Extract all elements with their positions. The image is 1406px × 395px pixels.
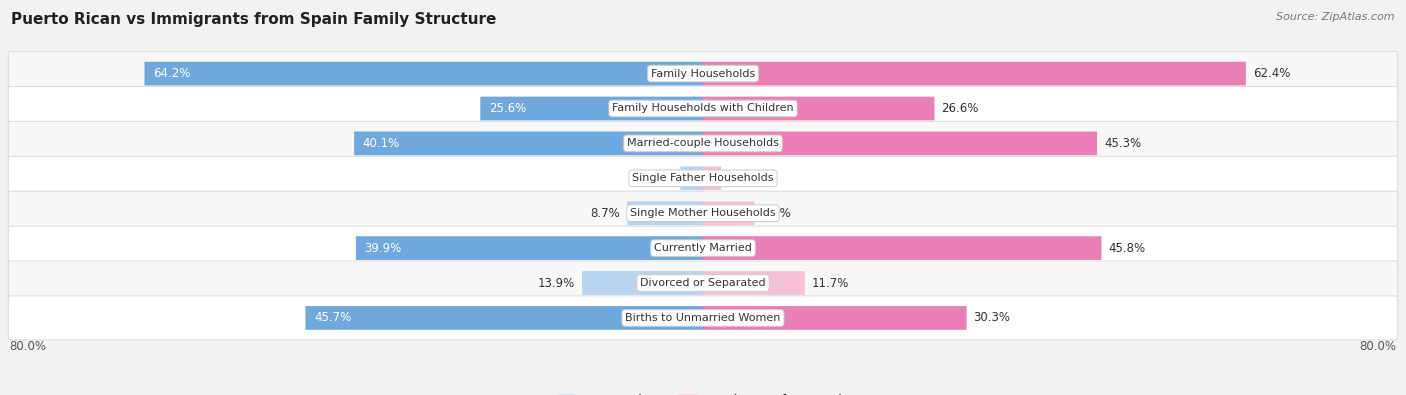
FancyBboxPatch shape — [8, 121, 1398, 166]
Text: Divorced or Separated: Divorced or Separated — [640, 278, 766, 288]
FancyBboxPatch shape — [8, 226, 1398, 270]
Text: 30.3%: 30.3% — [973, 311, 1011, 324]
Text: 45.8%: 45.8% — [1108, 242, 1146, 255]
Text: Family Households with Children: Family Households with Children — [612, 103, 794, 113]
FancyBboxPatch shape — [703, 97, 935, 120]
Text: Single Father Households: Single Father Households — [633, 173, 773, 183]
Text: 45.3%: 45.3% — [1104, 137, 1142, 150]
FancyBboxPatch shape — [481, 97, 703, 120]
FancyBboxPatch shape — [703, 62, 1246, 85]
Text: Births to Unmarried Women: Births to Unmarried Women — [626, 313, 780, 323]
FancyBboxPatch shape — [8, 52, 1398, 96]
Text: Source: ZipAtlas.com: Source: ZipAtlas.com — [1277, 12, 1395, 22]
FancyBboxPatch shape — [8, 87, 1398, 130]
FancyBboxPatch shape — [582, 271, 703, 295]
FancyBboxPatch shape — [703, 132, 1097, 155]
FancyBboxPatch shape — [356, 236, 703, 260]
FancyBboxPatch shape — [703, 166, 721, 190]
Text: 39.9%: 39.9% — [364, 242, 402, 255]
Text: 5.9%: 5.9% — [761, 207, 792, 220]
FancyBboxPatch shape — [703, 271, 804, 295]
FancyBboxPatch shape — [703, 201, 755, 225]
FancyBboxPatch shape — [8, 156, 1398, 200]
Text: 45.7%: 45.7% — [314, 311, 352, 324]
Text: Married-couple Households: Married-couple Households — [627, 138, 779, 149]
Text: 64.2%: 64.2% — [153, 67, 191, 80]
Text: Puerto Rican vs Immigrants from Spain Family Structure: Puerto Rican vs Immigrants from Spain Fa… — [11, 12, 496, 27]
Text: Family Households: Family Households — [651, 69, 755, 79]
Text: 80.0%: 80.0% — [1360, 340, 1396, 353]
Text: 40.1%: 40.1% — [363, 137, 401, 150]
FancyBboxPatch shape — [8, 296, 1398, 340]
FancyBboxPatch shape — [627, 201, 703, 225]
FancyBboxPatch shape — [8, 261, 1398, 305]
FancyBboxPatch shape — [681, 166, 703, 190]
Text: 8.7%: 8.7% — [591, 207, 620, 220]
Text: 2.6%: 2.6% — [644, 172, 673, 185]
FancyBboxPatch shape — [703, 306, 966, 330]
FancyBboxPatch shape — [8, 191, 1398, 235]
FancyBboxPatch shape — [305, 306, 703, 330]
FancyBboxPatch shape — [354, 132, 703, 155]
Text: 2.1%: 2.1% — [728, 172, 758, 185]
Text: 11.7%: 11.7% — [811, 276, 849, 290]
FancyBboxPatch shape — [145, 62, 703, 85]
Text: Currently Married: Currently Married — [654, 243, 752, 253]
Text: 80.0%: 80.0% — [10, 340, 46, 353]
Text: 25.6%: 25.6% — [489, 102, 526, 115]
Text: 26.6%: 26.6% — [942, 102, 979, 115]
Text: 13.9%: 13.9% — [538, 276, 575, 290]
Legend: Puerto Rican, Immigrants from Spain: Puerto Rican, Immigrants from Spain — [557, 394, 849, 395]
FancyBboxPatch shape — [703, 236, 1101, 260]
Text: Single Mother Households: Single Mother Households — [630, 208, 776, 218]
Text: 62.4%: 62.4% — [1253, 67, 1291, 80]
